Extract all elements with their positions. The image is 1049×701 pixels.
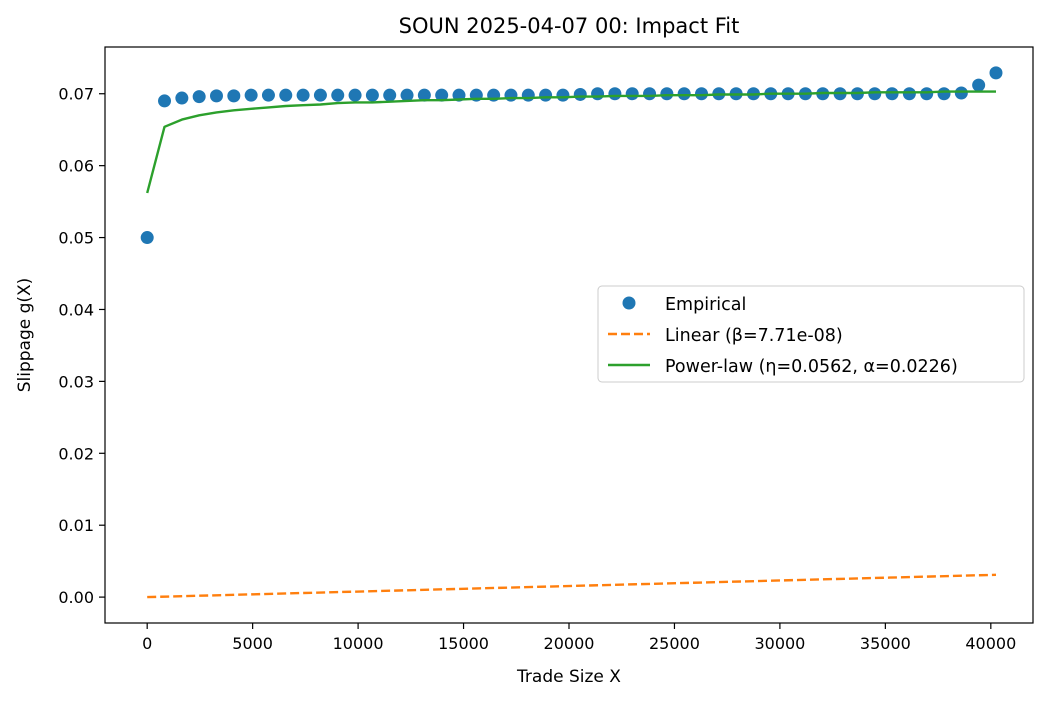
empirical-point (365, 88, 379, 102)
empirical-point (504, 88, 518, 102)
empirical-point (400, 88, 414, 102)
empirical-point (660, 87, 674, 101)
y-tick-label: 0.06 (58, 157, 94, 176)
y-tick-label: 0.00 (58, 588, 94, 607)
x-tick-label: 15000 (438, 634, 489, 653)
empirical-point (954, 86, 968, 100)
x-tick-label: 30000 (754, 634, 805, 653)
empirical-point (261, 88, 275, 102)
empirical-point (383, 88, 397, 102)
x-axis-label: Trade Size X (516, 667, 621, 687)
legend-label-empirical: Empirical (665, 295, 746, 315)
empirical-point (175, 91, 189, 105)
x-tick-label: 20000 (544, 634, 595, 653)
empirical-point (625, 87, 639, 101)
legend-marker-empirical (622, 296, 636, 310)
y-tick-label: 0.05 (58, 229, 94, 248)
empirical-point (643, 87, 657, 101)
empirical-point (521, 88, 535, 102)
x-tick-label: 40000 (965, 634, 1016, 653)
empirical-point (331, 88, 345, 102)
empirical-point (573, 87, 587, 101)
x-tick-label: 0 (142, 634, 152, 653)
legend: Empirical Linear (β=7.71e-08) Power-law … (597, 285, 1025, 383)
plot-area (140, 66, 1003, 599)
empirical-point (677, 87, 691, 101)
power-law-fit-line (146, 90, 996, 194)
empirical-point (989, 66, 1003, 80)
linear-fit-line (147, 573, 997, 599)
empirical-point (296, 88, 310, 102)
legend-box (597, 285, 1025, 383)
y-tick-label: 0.02 (58, 444, 94, 463)
empirical-point (279, 88, 293, 102)
x-tick-label: 10000 (333, 634, 384, 653)
empirical-point (608, 87, 622, 101)
x-tick-label: 5000 (232, 634, 273, 653)
empirical-point (435, 88, 449, 102)
y-tick-label: 0.01 (58, 516, 94, 535)
chart-title: SOUN 2025-04-07 00: Impact Fit (399, 14, 740, 38)
empirical-point (885, 87, 899, 101)
x-axis: 0 5000 10000 15000 20000 25000 30000 35000 40000 (142, 623, 1016, 653)
empirical-point (158, 94, 172, 108)
empirical-point (920, 87, 934, 101)
empirical-point (192, 90, 206, 104)
empirical-point (140, 231, 154, 245)
empirical-point (209, 89, 223, 103)
y-tick-label: 0.03 (58, 372, 94, 391)
y-tick-label: 0.04 (58, 300, 94, 319)
x-tick-label: 35000 (860, 634, 911, 653)
empirical-point (972, 78, 986, 92)
empirical-point (313, 88, 327, 102)
empirical-point (868, 87, 882, 101)
empirical-point (937, 87, 951, 101)
empirical-point (591, 87, 605, 101)
x-tick-label: 25000 (649, 634, 700, 653)
empirical-point (348, 88, 362, 102)
empirical-point (417, 88, 431, 102)
legend-label-linear: Linear (β=7.71e-08) (665, 326, 843, 346)
empirical-point (556, 88, 570, 102)
empirical-point (539, 88, 553, 102)
y-axis: 0.00 0.01 0.02 0.03 0.04 0.05 0.06 0.07 (58, 85, 105, 607)
empirical-point (227, 89, 241, 103)
empirical-point (244, 88, 258, 102)
empirical-point (902, 87, 916, 101)
legend-label-power-law: Power-law (η=0.0562, α=0.0226) (665, 357, 958, 377)
y-axis-label: Slippage g(X) (15, 278, 35, 393)
y-tick-label: 0.07 (58, 85, 94, 104)
empirical-point (695, 87, 709, 101)
